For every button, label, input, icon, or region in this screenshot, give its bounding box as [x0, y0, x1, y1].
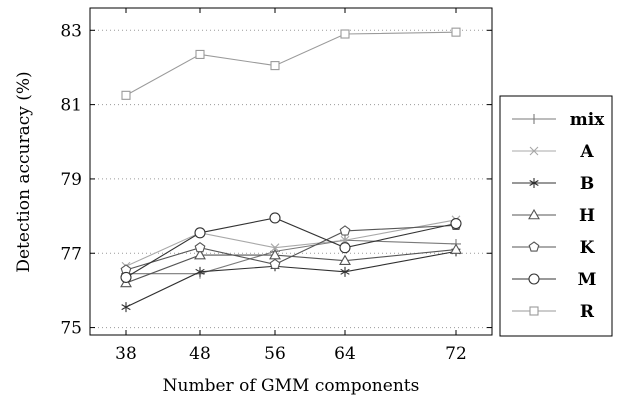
series-group: [120, 27, 462, 313]
series-line: [125, 250, 457, 308]
data-point-marker: [270, 243, 280, 253]
legend-label: mix: [570, 110, 605, 130]
data-point-marker: [269, 212, 281, 224]
x-tick-label: 38: [115, 344, 137, 364]
data-point-marker: [450, 243, 462, 254]
y-axis-title: Detection accuracy (%): [14, 71, 34, 272]
legend-label: H: [579, 206, 595, 226]
x-tick-label: 48: [189, 344, 211, 364]
legend-label: A: [579, 142, 594, 162]
y-tick-label: 83: [60, 21, 82, 41]
x-tick-label: 72: [445, 344, 467, 364]
data-point-marker: [194, 242, 206, 253]
legend-item-mix: mix: [512, 110, 605, 130]
data-point-marker: [340, 29, 350, 39]
data-point-marker: [529, 178, 539, 188]
x-tick-label: 64: [334, 344, 356, 364]
data-point-marker: [529, 114, 539, 124]
legend-item-r: R: [512, 302, 595, 322]
data-point-marker: [528, 208, 540, 220]
axis-ticks: 75 77 79 81 83 38 48 56 64 72: [60, 8, 492, 364]
plot-area-frame: [89, 7, 493, 336]
data-point-marker: [339, 242, 351, 254]
series-h: [120, 243, 462, 288]
y-tick-label: 79: [60, 170, 82, 190]
data-point-marker: [339, 225, 351, 236]
legend-label: M: [578, 270, 597, 290]
series-m: [120, 212, 462, 283]
legend-item-m: M: [512, 270, 597, 290]
data-point-marker: [451, 27, 461, 37]
legend-frame: [499, 95, 613, 337]
legend-item-h: H: [512, 206, 595, 226]
data-point-marker: [339, 254, 351, 265]
data-point-marker: [528, 241, 540, 252]
y-tick-label: 81: [60, 96, 82, 116]
data-point-marker: [121, 90, 131, 100]
x-axis-title: Number of GMM components: [163, 376, 420, 396]
legend-item-b: B: [512, 174, 594, 194]
legend-label: K: [580, 238, 596, 258]
data-point-marker: [529, 146, 539, 156]
data-point-marker: [121, 302, 131, 313]
data-point-marker: [340, 266, 350, 277]
series-line: [125, 31, 457, 96]
data-point-marker: [529, 306, 539, 316]
y-tick-label: 75: [60, 319, 82, 339]
x-tick-label: 56: [264, 344, 286, 364]
legend-item-a: A: [512, 142, 594, 162]
data-point-marker: [270, 61, 280, 71]
series-line: [125, 219, 457, 267]
data-point-marker: [120, 271, 132, 283]
series-line: [125, 217, 457, 278]
legend-label: B: [580, 174, 594, 194]
series-a: [121, 215, 461, 271]
data-point-marker: [195, 49, 205, 59]
data-point-marker: [450, 217, 462, 230]
legend-item-k: K: [512, 238, 596, 258]
data-point-marker: [528, 273, 540, 285]
data-point-marker: [194, 248, 206, 260]
grid-lines: [90, 29, 492, 329]
data-point-marker: [195, 266, 205, 277]
data-point-marker: [269, 258, 281, 269]
y-tick-label: 77: [60, 244, 82, 264]
data-point-marker: [194, 227, 206, 239]
legend-label: R: [580, 302, 595, 322]
series-r: [121, 27, 461, 100]
